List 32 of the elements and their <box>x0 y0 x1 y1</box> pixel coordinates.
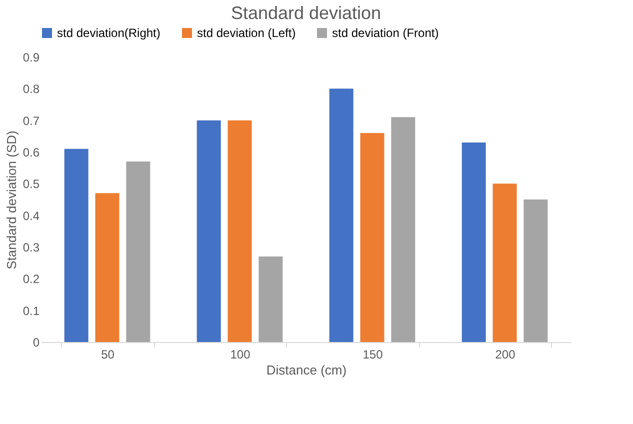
bar <box>329 88 354 342</box>
y-tick-label: 0.3 <box>22 240 40 254</box>
x-axis-title: Distance (cm) <box>266 362 347 378</box>
chart-title: Standard deviation <box>230 3 382 23</box>
y-axis-title: Standard deviation (SD) <box>4 130 19 270</box>
bar <box>258 256 283 342</box>
bar <box>462 142 486 342</box>
bar <box>196 120 221 342</box>
legend-label: std deviation(Right) <box>57 26 160 40</box>
legend-label: std deviation (Front) <box>332 26 439 40</box>
bar <box>228 120 252 342</box>
bar <box>95 193 120 342</box>
bar <box>492 184 517 342</box>
y-tick-label: 0.4 <box>22 208 40 223</box>
bar <box>126 162 150 342</box>
bar <box>391 117 416 342</box>
y-tick-label: 0.2 <box>22 272 40 286</box>
y-tick-label: 0 <box>32 336 40 350</box>
bar <box>524 200 548 342</box>
legend-label: std deviation (Left) <box>197 26 296 40</box>
y-tick-label: 0.5 <box>22 177 40 192</box>
x-tick-label: 100 <box>230 348 251 362</box>
y-tick-label: 0.7 <box>22 114 40 128</box>
bar <box>64 148 88 342</box>
x-tick-label: 200 <box>495 348 516 362</box>
y-tick-label: 0.9 <box>22 50 40 64</box>
x-tick-label: 150 <box>362 348 384 362</box>
y-tick-label: 0.6 <box>22 146 40 160</box>
y-tick-label: 0.1 <box>22 304 40 318</box>
bar <box>360 133 384 342</box>
x-tick-label: 50 <box>101 348 115 362</box>
y-tick-label: 0.8 <box>22 82 40 96</box>
